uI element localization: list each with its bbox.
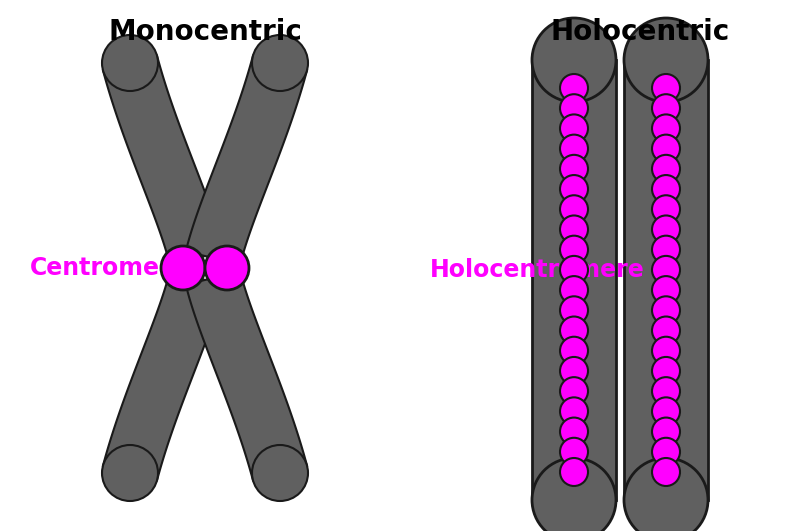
Circle shape [560,276,588,304]
Circle shape [560,155,588,183]
Polygon shape [103,271,224,480]
Circle shape [532,458,616,531]
Circle shape [652,397,680,425]
Circle shape [652,316,680,345]
Circle shape [560,236,588,264]
Bar [532,60,616,500]
Circle shape [560,438,588,466]
Circle shape [560,296,588,324]
Circle shape [652,94,680,122]
Circle shape [205,246,249,290]
Polygon shape [186,271,307,480]
Circle shape [560,195,588,223]
Circle shape [652,438,680,466]
Circle shape [652,337,680,365]
Circle shape [560,337,588,365]
Circle shape [560,417,588,446]
Circle shape [560,94,588,122]
Polygon shape [186,56,307,264]
Circle shape [560,114,588,142]
Circle shape [652,256,680,284]
Circle shape [652,74,680,102]
Circle shape [560,256,588,284]
Circle shape [652,276,680,304]
Circle shape [652,236,680,264]
Circle shape [624,458,708,531]
Circle shape [652,195,680,223]
Circle shape [624,18,708,102]
Bar [624,60,708,500]
Circle shape [652,357,680,385]
Circle shape [560,175,588,203]
Circle shape [560,135,588,162]
Text: Holocentromere: Holocentromere [430,258,645,282]
Circle shape [652,114,680,142]
Circle shape [102,445,158,501]
Circle shape [161,246,205,290]
Circle shape [252,35,308,91]
Circle shape [560,216,588,244]
Circle shape [560,316,588,345]
Circle shape [652,417,680,446]
Circle shape [652,135,680,162]
Text: Holocentric: Holocentric [550,18,730,46]
Circle shape [652,155,680,183]
Circle shape [652,296,680,324]
Circle shape [560,458,588,486]
Circle shape [652,175,680,203]
Circle shape [652,377,680,405]
Circle shape [652,216,680,244]
Circle shape [252,445,308,501]
Circle shape [652,458,680,486]
Circle shape [560,377,588,405]
Text: Monocentric: Monocentric [108,18,302,46]
Circle shape [560,74,588,102]
Circle shape [560,357,588,385]
Circle shape [532,18,616,102]
Polygon shape [103,56,224,264]
Text: Centromere: Centromere [30,256,188,280]
Circle shape [102,35,158,91]
Circle shape [560,397,588,425]
